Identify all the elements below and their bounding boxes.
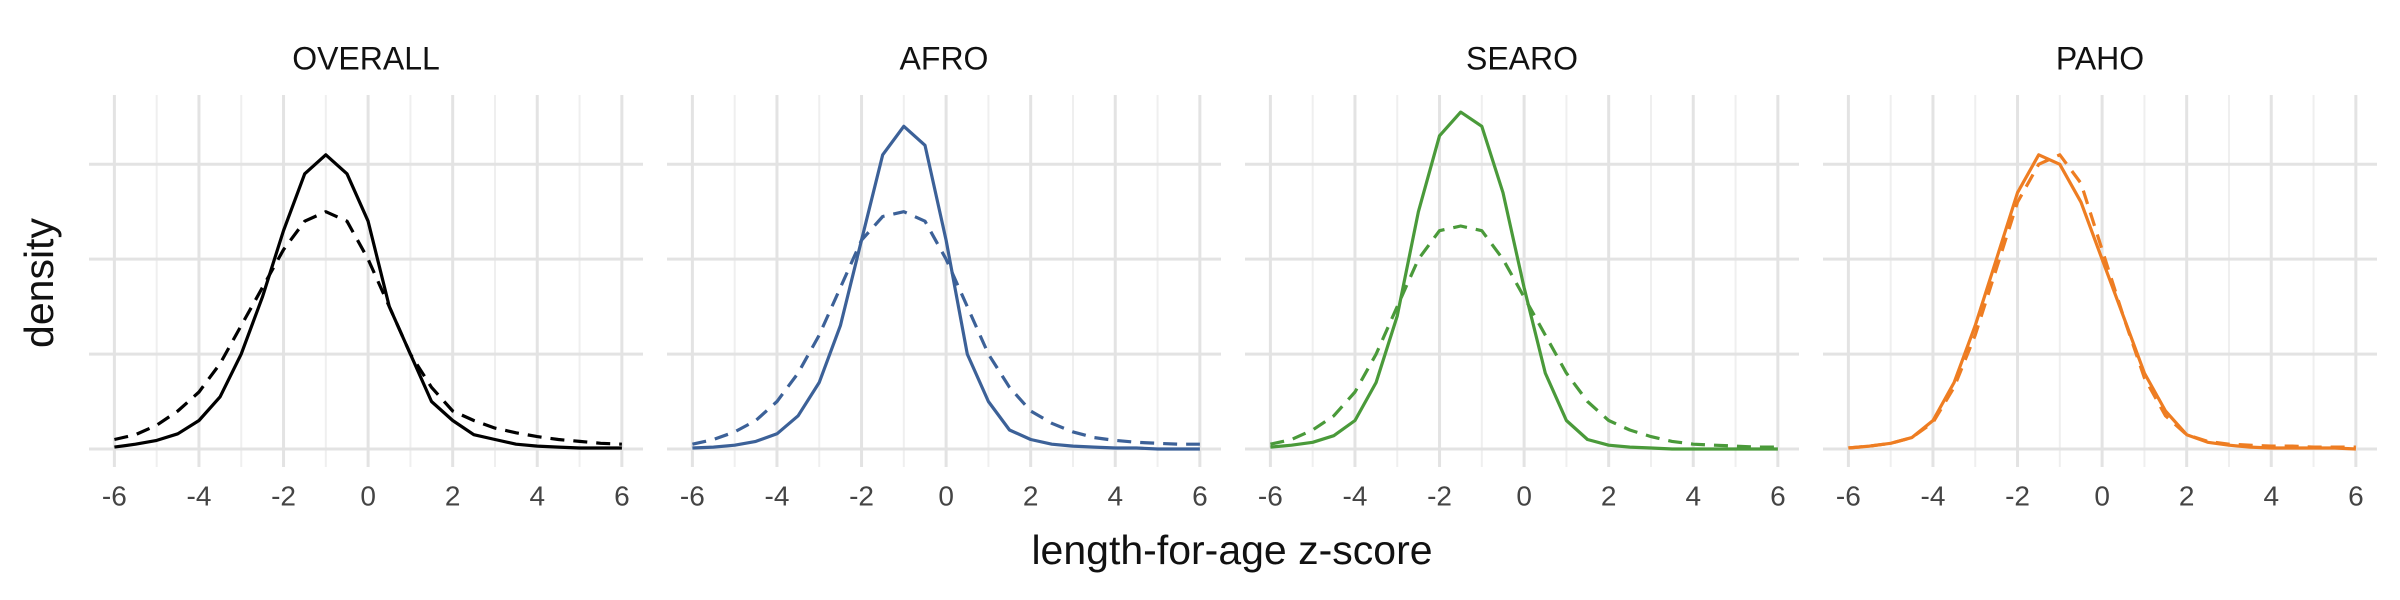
density-line <box>1270 110 1778 451</box>
density-line <box>1270 224 1778 449</box>
y-axis-label: density <box>16 218 62 348</box>
density-line <box>692 124 1200 451</box>
x-tick-label: -6 <box>1258 480 1283 511</box>
density-line <box>114 153 622 450</box>
x-tick-label: -6 <box>1836 480 1861 511</box>
x-tick-label: -2 <box>2005 480 2030 511</box>
x-tick-label: 0 <box>1516 480 1532 511</box>
x-tick-label: 4 <box>1107 480 1123 511</box>
x-tick-label: -2 <box>849 480 874 511</box>
x-tick-label: 6 <box>1192 480 1208 511</box>
x-tick-label: 6 <box>614 480 630 511</box>
x-tick-label: 4 <box>1685 480 1701 511</box>
x-tick-label: 2 <box>1601 480 1617 511</box>
x-tick-label: 0 <box>2094 480 2110 511</box>
x-tick-label: 4 <box>529 480 545 511</box>
x-tick-label: -4 <box>187 480 212 511</box>
x-tick-label: 0 <box>360 480 376 511</box>
x-tick-label: 6 <box>1770 480 1786 511</box>
x-tick-label: -2 <box>1427 480 1452 511</box>
x-tick-label: -2 <box>271 480 296 511</box>
x-tick-label: -4 <box>765 480 790 511</box>
x-tick-label: 2 <box>1023 480 1039 511</box>
x-tick-label: 6 <box>2348 480 2364 511</box>
panel-title: OVERALL <box>292 40 440 76</box>
x-tick-label: 2 <box>445 480 461 511</box>
panel-title: SEARO <box>1466 40 1578 76</box>
x-tick-label: 0 <box>938 480 954 511</box>
x-tick-label: -6 <box>680 480 705 511</box>
density-line <box>1848 153 2356 450</box>
x-tick-label: 4 <box>2263 480 2279 511</box>
x-axis-label: length-for-age z-score <box>1031 527 1432 573</box>
density-line <box>114 210 622 446</box>
x-tick-label: -4 <box>1343 480 1368 511</box>
x-tick-label: -4 <box>1921 480 1946 511</box>
panel-title: AFRO <box>900 40 989 76</box>
panel-title: PAHO <box>2056 40 2144 76</box>
x-tick-label: 2 <box>2179 480 2195 511</box>
x-tick-label: -6 <box>102 480 127 511</box>
density-line <box>692 210 1200 446</box>
